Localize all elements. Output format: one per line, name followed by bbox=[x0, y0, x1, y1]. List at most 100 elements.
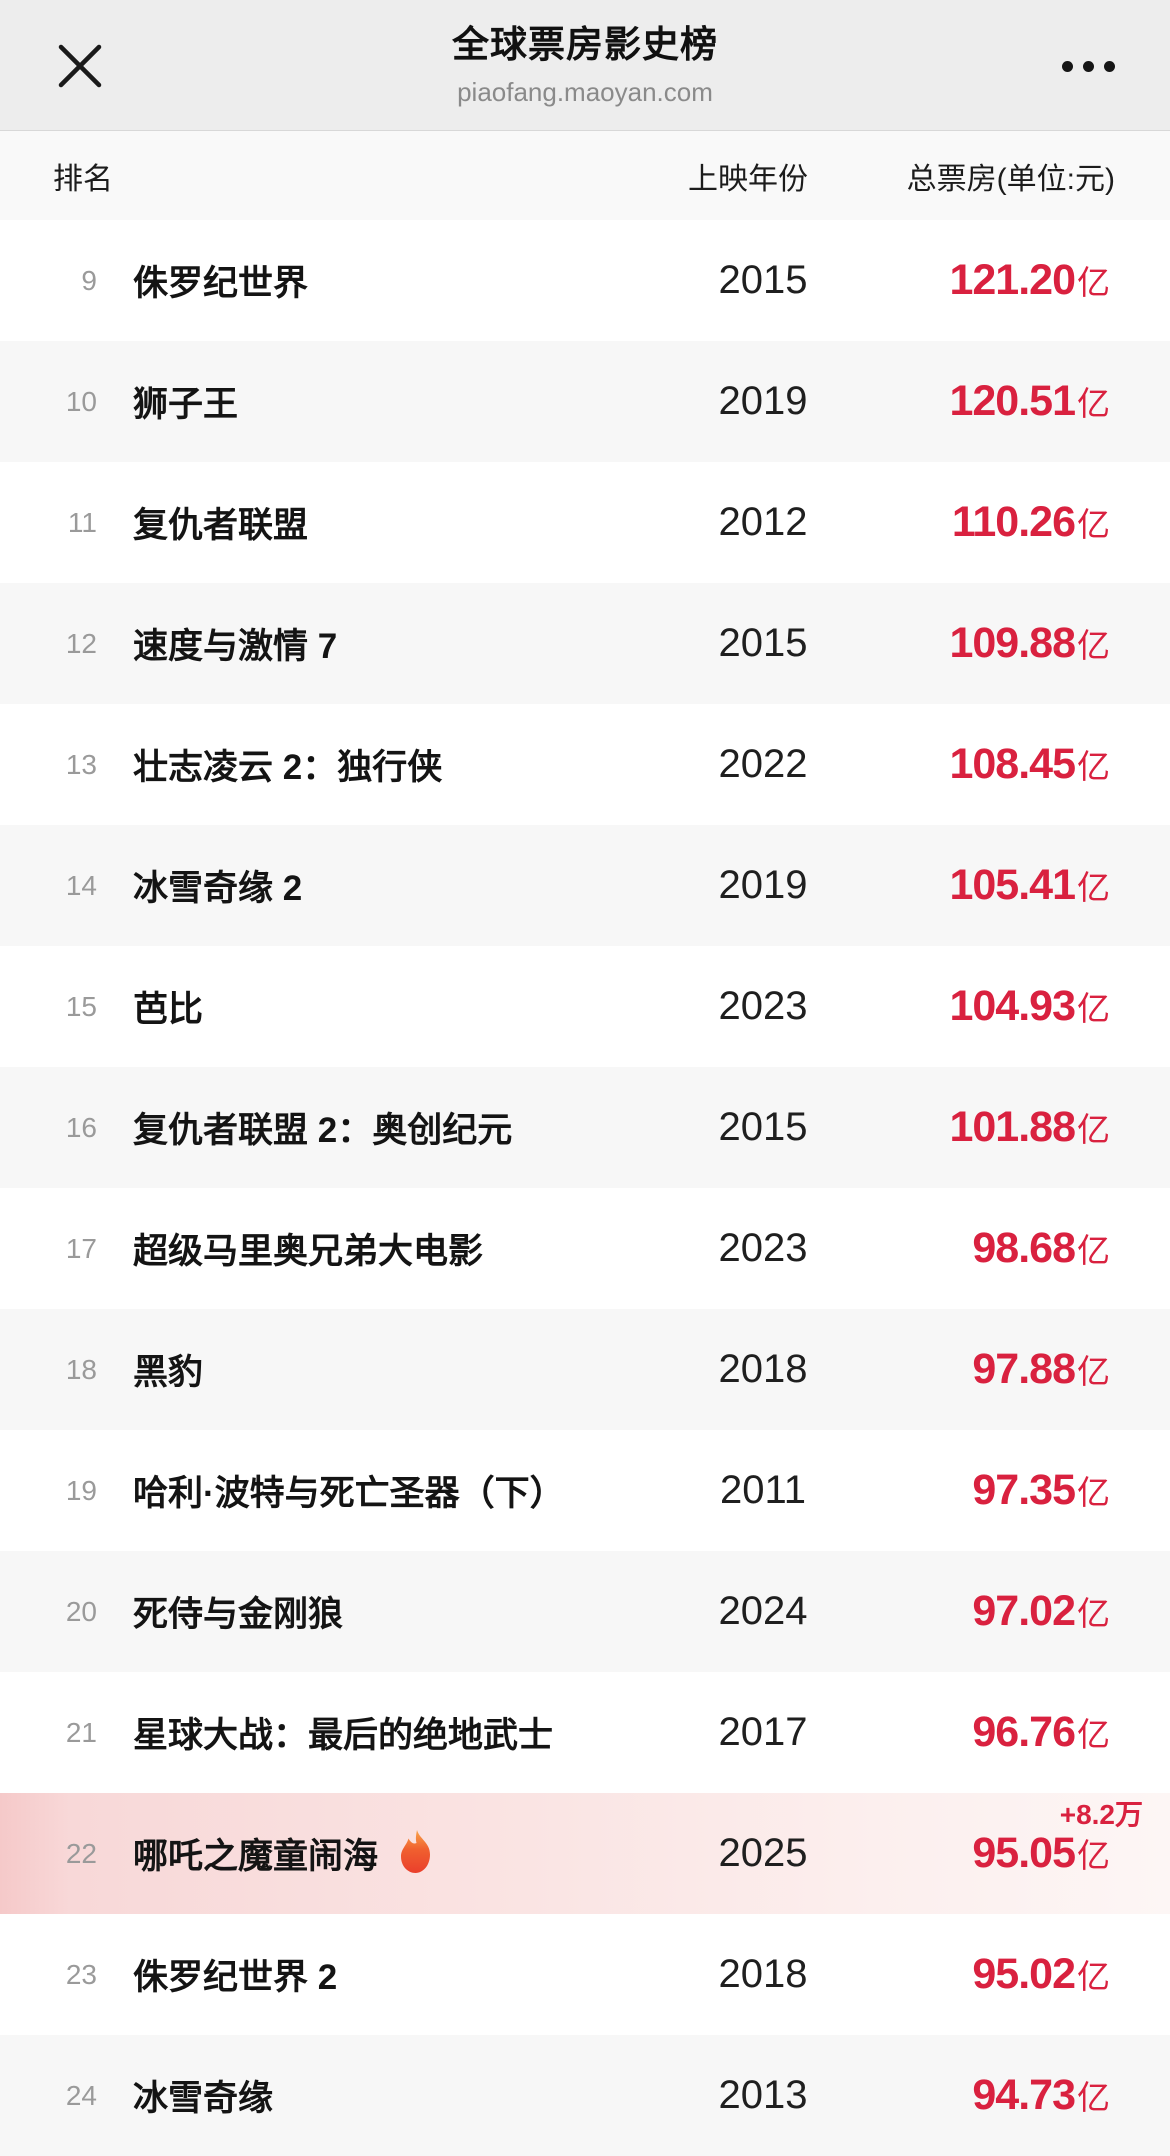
ellipsis-icon bbox=[1082, 60, 1094, 72]
menu-button[interactable] bbox=[1048, 36, 1128, 96]
movie-title: 星球大战：最后的绝地武士 bbox=[133, 1716, 554, 1755]
close-icon bbox=[58, 44, 102, 88]
table-row[interactable]: 9 侏罗纪世界 2015 121.20亿 bbox=[0, 220, 1170, 341]
table-row[interactable]: 13 壮志凌云 2：独行侠 2022 108.45亿 bbox=[0, 704, 1170, 825]
movie-title-cell: 侏罗纪世界 bbox=[133, 255, 678, 306]
boxoffice-number: 94.73 bbox=[972, 2071, 1076, 2119]
boxoffice-unit: 亿 bbox=[1077, 2079, 1110, 2116]
boxoffice-cell: 97.35亿 bbox=[848, 1466, 1110, 1515]
boxoffice-number: 97.02 bbox=[972, 1587, 1076, 1635]
movie-title: 侏罗纪世界 bbox=[133, 264, 309, 303]
movie-title: 超级马里奥兄弟大电影 bbox=[133, 1232, 484, 1271]
movie-title: 狮子王 bbox=[133, 385, 239, 424]
boxoffice-unit: 亿 bbox=[1077, 1958, 1110, 1995]
movie-title: 冰雪奇缘 2 bbox=[133, 869, 303, 908]
boxoffice-number: 97.88 bbox=[972, 1345, 1076, 1393]
close-button[interactable] bbox=[50, 36, 110, 96]
table-row[interactable]: 22 哪吒之魔童闹海 2025 95.05亿 +8.2万 bbox=[0, 1793, 1170, 1914]
movie-title-cell: 速度与激情 7 bbox=[133, 618, 678, 669]
movie-title-cell: 死侍与金刚狼 bbox=[133, 1586, 678, 1637]
year-cell: 2018 bbox=[718, 1347, 808, 1391]
table-row[interactable]: 19 哈利·波特与死亡圣器（下） 2011 97.35亿 bbox=[0, 1430, 1170, 1551]
movie-title: 哪吒之魔童闹海 bbox=[133, 1837, 379, 1876]
movie-title: 侏罗纪世界 2 bbox=[133, 1958, 338, 1997]
year-cell: 2023 bbox=[718, 1226, 808, 1270]
table-row[interactable]: 20 死侍与金刚狼 2024 97.02亿 bbox=[0, 1551, 1170, 1672]
year-cell: 2025 bbox=[718, 1831, 808, 1875]
boxoffice-unit: 亿 bbox=[1077, 506, 1110, 543]
movie-title-cell: 壮志凌云 2：独行侠 bbox=[133, 739, 678, 790]
boxoffice-cell: 97.88亿 bbox=[848, 1345, 1110, 1394]
year-cell: 2015 bbox=[718, 621, 808, 665]
year-cell: 2015 bbox=[718, 258, 808, 302]
movie-title: 速度与激情 7 bbox=[133, 627, 338, 666]
boxoffice-unit: 亿 bbox=[1077, 869, 1110, 906]
boxoffice-number: 108.45 bbox=[949, 740, 1076, 788]
movie-title-cell: 狮子王 bbox=[133, 376, 678, 427]
boxoffice-number: 104.93 bbox=[949, 982, 1076, 1030]
boxoffice-cell: 94.73亿 bbox=[848, 2071, 1110, 2120]
rank-cell: 13 bbox=[65, 748, 97, 780]
rank-cell: 19 bbox=[65, 1474, 97, 1506]
boxoffice-cell: 95.05亿 bbox=[848, 1829, 1110, 1878]
table-row[interactable]: 21 星球大战：最后的绝地武士 2017 96.76亿 bbox=[0, 1672, 1170, 1793]
year-cell: 2023 bbox=[718, 984, 808, 1028]
rank-cell: 17 bbox=[65, 1232, 97, 1264]
header-rank: 排名 bbox=[53, 162, 113, 196]
ellipsis-icon bbox=[1061, 60, 1073, 72]
movie-title-cell: 芭比 bbox=[133, 981, 678, 1032]
rank-cell: 15 bbox=[65, 990, 97, 1022]
boxoffice-unit: 亿 bbox=[1077, 1232, 1110, 1269]
table-row[interactable]: 12 速度与激情 7 2015 109.88亿 bbox=[0, 583, 1170, 704]
year-cell: 2015 bbox=[718, 1105, 808, 1149]
table-row[interactable]: 14 冰雪奇缘 2 2019 105.41亿 bbox=[0, 825, 1170, 946]
ellipsis-icon bbox=[1103, 60, 1115, 72]
rank-cell: 11 bbox=[67, 506, 97, 538]
table-row[interactable]: 23 侏罗纪世界 2 2018 95.02亿 bbox=[0, 1914, 1170, 2035]
rank-cell: 12 bbox=[65, 627, 97, 659]
boxoffice-cell: 105.41亿 bbox=[848, 861, 1110, 910]
year-cell: 2012 bbox=[718, 500, 808, 544]
table-row[interactable]: 10 狮子王 2019 120.51亿 bbox=[0, 341, 1170, 462]
boxoffice-unit: 亿 bbox=[1077, 990, 1110, 1027]
nav-title-block: 全球票房影史榜 piaofang.maoyan.com bbox=[452, 26, 718, 105]
rank-cell: 9 bbox=[81, 264, 97, 296]
movie-title: 冰雪奇缘 bbox=[133, 2079, 274, 2118]
year-cell: 2019 bbox=[718, 863, 808, 907]
movie-title-cell: 星球大战：最后的绝地武士 bbox=[133, 1707, 678, 1758]
movie-title-cell: 复仇者联盟 bbox=[133, 497, 678, 548]
boxoffice-unit: 亿 bbox=[1077, 627, 1110, 664]
year-cell: 2019 bbox=[718, 379, 808, 423]
boxoffice-cell: 101.88亿 bbox=[848, 1103, 1110, 1152]
movie-title-cell: 侏罗纪世界 2 bbox=[133, 1949, 678, 2000]
table-row[interactable]: 16 复仇者联盟 2：奥创纪元 2015 101.88亿 bbox=[0, 1067, 1170, 1188]
table-row[interactable]: 11 复仇者联盟 2012 110.26亿 bbox=[0, 462, 1170, 583]
rank-cell: 22 bbox=[65, 1837, 97, 1869]
boxoffice-number: 101.88 bbox=[949, 1103, 1076, 1151]
header-year: 上映年份 bbox=[688, 162, 808, 196]
boxoffice-number: 109.88 bbox=[949, 619, 1076, 667]
table-row[interactable]: 17 超级马里奥兄弟大电影 2023 98.68亿 bbox=[0, 1188, 1170, 1309]
boxoffice-unit: 亿 bbox=[1077, 1595, 1110, 1632]
movie-title: 复仇者联盟 2：奥创纪元 bbox=[133, 1111, 513, 1150]
boxoffice-unit: 亿 bbox=[1077, 1353, 1110, 1390]
table-row[interactable]: 18 黑豹 2018 97.88亿 bbox=[0, 1309, 1170, 1430]
page-title: 全球票房影史榜 bbox=[452, 23, 718, 65]
boxoffice-unit: 亿 bbox=[1077, 264, 1110, 301]
header-boxoffice: 总票房(单位:元) bbox=[906, 162, 1115, 196]
table-row[interactable]: 15 芭比 2023 104.93亿 bbox=[0, 946, 1170, 1067]
rank-cell: 14 bbox=[65, 869, 97, 901]
boxoffice-cell: 95.02亿 bbox=[848, 1950, 1110, 1999]
rank-cell: 16 bbox=[65, 1111, 97, 1143]
boxoffice-cell: 96.76亿 bbox=[848, 1708, 1110, 1757]
table-row[interactable]: 24 冰雪奇缘 2013 94.73亿 bbox=[0, 2035, 1170, 2156]
movie-title-cell: 复仇者联盟 2：奥创纪元 bbox=[133, 1102, 678, 1153]
flame-icon bbox=[401, 1829, 431, 1873]
boxoffice-cell: 120.51亿 bbox=[848, 377, 1110, 426]
ranking-list: 9 侏罗纪世界 2015 121.20亿 10 狮子王 2019 120.51亿… bbox=[0, 220, 1170, 2156]
movie-title: 芭比 bbox=[133, 990, 204, 1029]
year-cell: 2017 bbox=[718, 1710, 808, 1754]
movie-title-cell: 黑豹 bbox=[133, 1344, 678, 1395]
boxoffice-cell: 108.45亿 bbox=[848, 740, 1110, 789]
year-cell: 2024 bbox=[718, 1589, 808, 1633]
